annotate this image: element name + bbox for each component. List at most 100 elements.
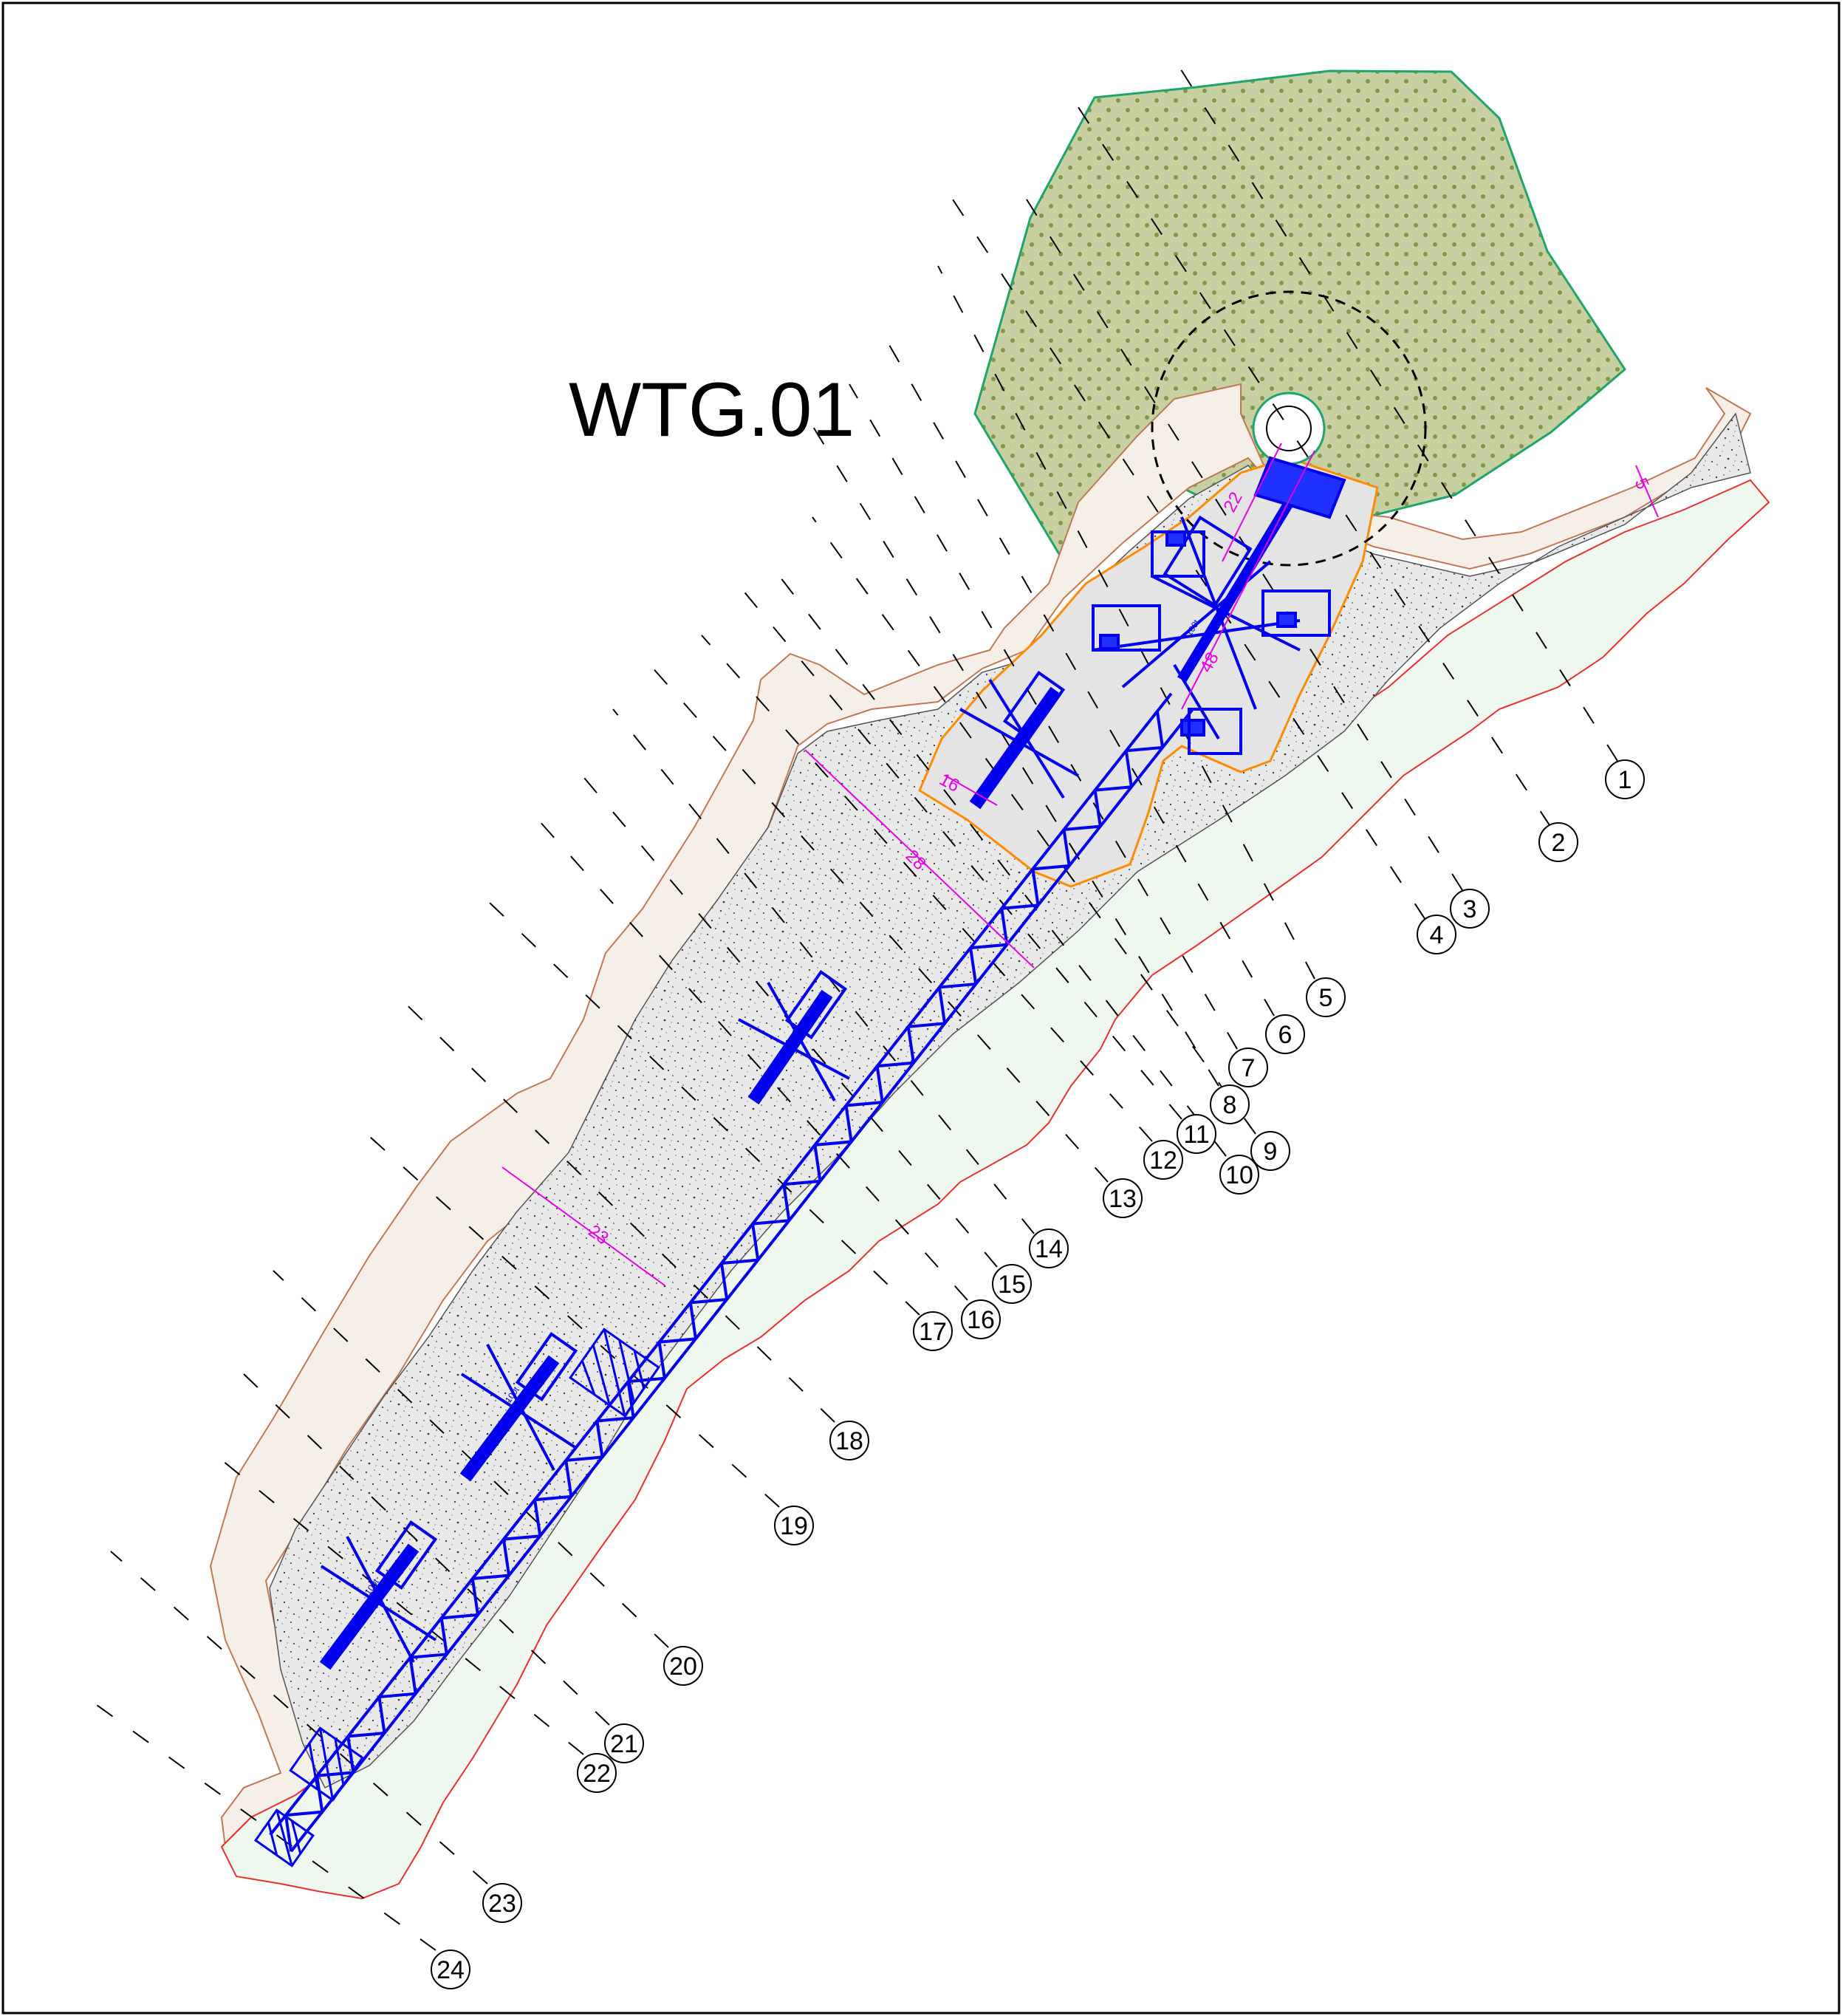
section-callout-circle (663, 1646, 703, 1686)
section-line-11 (730, 575, 1182, 1120)
boom-brace (657, 1342, 666, 1379)
section-callout-6: 6 (1265, 1014, 1305, 1054)
assist-crane-3 (459, 1331, 578, 1482)
boom-brace (377, 1696, 386, 1734)
boom-brace (690, 1298, 727, 1305)
section-callout-label: 2 (1552, 829, 1566, 857)
section-callout-label: 9 (1264, 1138, 1278, 1166)
section-callout-label: 20 (669, 1653, 697, 1681)
section-callout-label: 6 (1278, 1021, 1293, 1049)
section-callout-label: 5 (1319, 984, 1333, 1012)
boom-brace (844, 1105, 853, 1142)
section-callout-circle (913, 1311, 953, 1351)
section-callout-20: 20 (663, 1646, 703, 1686)
section-callout-label: 14 (1035, 1235, 1063, 1263)
boom-brace (285, 1810, 323, 1817)
boom-brace (1000, 908, 1009, 945)
section-callout-19: 19 (774, 1506, 814, 1545)
boom-brace (721, 1258, 759, 1265)
boom-brace (439, 1618, 448, 1655)
section-callout-circle (1177, 1114, 1216, 1154)
boom-brace (815, 1140, 852, 1147)
boom-brace (1064, 824, 1100, 831)
section-line-9 (812, 516, 1256, 1135)
boom-brace (969, 947, 978, 985)
section-callout-circle (1219, 1155, 1259, 1195)
boom-brace (1126, 745, 1163, 753)
section-callout-label: 1 (1618, 766, 1632, 794)
foundation-radius-circle (1151, 290, 1427, 567)
section-callout-5: 5 (1306, 977, 1346, 1017)
section-callout-7: 7 (1228, 1048, 1268, 1087)
section-callout-circle (1417, 915, 1456, 954)
section-callout-label: 11 (1183, 1121, 1209, 1149)
section-callout-circle (961, 1299, 1001, 1339)
boom-chord-upper (290, 708, 1194, 1853)
boom-brace (1062, 829, 1071, 867)
section-callout-23: 23 (482, 1883, 522, 1923)
section-callout-label: 7 (1242, 1054, 1256, 1082)
section-line-22 (206, 1447, 584, 1755)
section-callout-circle (1103, 1178, 1143, 1218)
section-callout-circle (1029, 1229, 1069, 1268)
boom-brace (408, 1657, 417, 1694)
section-line-18 (391, 989, 835, 1423)
boom-brace (719, 1262, 729, 1300)
section-callout-circle (1228, 1048, 1268, 1087)
section-callout-label: 16 (967, 1306, 995, 1334)
section-callout-14: 14 (1029, 1229, 1069, 1268)
section-callout-15: 15 (992, 1264, 1032, 1304)
boom-brace (846, 1101, 883, 1107)
section-callout-circle (829, 1421, 869, 1460)
boom-brace (1155, 711, 1165, 748)
boom-brace (564, 1460, 573, 1497)
section-callout-2: 2 (1538, 822, 1578, 862)
section-callout-circle (577, 1753, 617, 1793)
section-callout-circle (604, 1723, 644, 1763)
boom-brace (908, 1022, 945, 1028)
section-callout-18: 18 (829, 1421, 869, 1460)
boom-brace (501, 1539, 511, 1576)
boom-brace (410, 1653, 448, 1659)
boom-brace (939, 983, 976, 989)
section-callout-label: 4 (1430, 921, 1444, 949)
boom-brace (597, 1416, 634, 1423)
boom-brace (782, 1183, 791, 1221)
section-callout-17: 17 (913, 1311, 953, 1351)
section-callout-circle (1265, 1014, 1305, 1054)
section-callout-label: 23 (488, 1890, 516, 1918)
section-callout-label: 17 (919, 1318, 947, 1346)
section-line-17 (472, 886, 920, 1316)
boom-brace (470, 1578, 479, 1616)
boom-brace (659, 1337, 696, 1344)
section-callout-13: 13 (1103, 1178, 1143, 1218)
lattice-boom (269, 692, 1194, 1853)
boom-brace (813, 1144, 822, 1182)
section-line-4 (952, 199, 1426, 920)
section-line-19 (354, 1122, 780, 1508)
cut-slope-band (209, 383, 1752, 1870)
section-callout-4: 4 (1417, 915, 1456, 954)
boom-brace (1124, 750, 1133, 787)
section-callout-label: 12 (1149, 1147, 1177, 1175)
boom-brace (751, 1223, 760, 1260)
section-callout-label: 15 (998, 1271, 1026, 1299)
section-callout-label: 22 (583, 1760, 611, 1788)
section-callout-circle (774, 1506, 814, 1545)
boom-brace (752, 1219, 790, 1226)
section-callout-circle (992, 1264, 1032, 1304)
section-line-5 (937, 265, 1315, 980)
section-callout-circle (1250, 1131, 1290, 1171)
boom-brace (316, 1771, 354, 1777)
boom-brace (1095, 785, 1132, 792)
section-callout-circle (1450, 889, 1490, 929)
section-callout-circle (1143, 1140, 1183, 1180)
boom-brace (1033, 864, 1069, 871)
crane-hardstand (918, 457, 1379, 888)
boom-brace (595, 1421, 604, 1458)
section-callout-label: 3 (1463, 895, 1477, 923)
boom-brace (472, 1573, 510, 1580)
